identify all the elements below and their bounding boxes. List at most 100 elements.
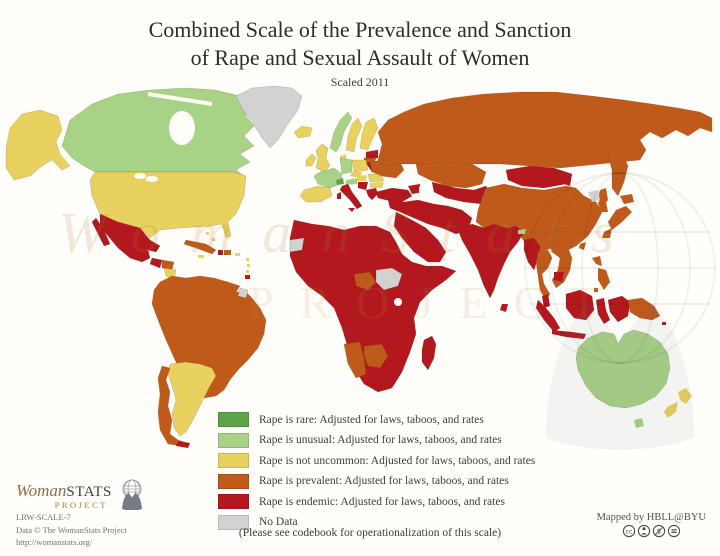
source-url[interactable]: http://womanstats.org/ xyxy=(16,537,93,547)
borneo xyxy=(565,289,595,321)
country-hainan xyxy=(564,256,569,260)
hudson-bay xyxy=(169,111,195,145)
codebook-note: (Please see codebook for operationalizat… xyxy=(238,527,502,539)
legend-row-not-uncommon: Rape is not uncommon: Adjusted for laws,… xyxy=(218,453,535,469)
region-asia xyxy=(377,91,713,345)
watermark-project-text: PROJECT xyxy=(248,277,624,328)
region-oceania xyxy=(575,329,692,428)
country-cambodia xyxy=(554,272,564,282)
country-dominican-republic xyxy=(224,250,231,255)
logo-stats-text: STATS xyxy=(66,484,112,500)
country-iceland xyxy=(293,125,313,139)
country-spain xyxy=(299,185,333,203)
country-greece xyxy=(366,188,378,200)
country-switzerland xyxy=(336,178,344,185)
country-philippines xyxy=(592,256,610,292)
country-australia xyxy=(575,329,671,409)
country-finland xyxy=(359,117,379,151)
legend-swatch-rare xyxy=(218,412,249,428)
country-new-zealand xyxy=(664,388,692,418)
great-lakes xyxy=(134,173,146,179)
legend-row-no-data: No Data xyxy=(218,514,535,530)
country-papua-new-guinea xyxy=(627,297,661,321)
country-japan xyxy=(602,194,634,238)
region-africa xyxy=(289,219,457,393)
country-thailand xyxy=(535,249,553,301)
region-north-america xyxy=(5,85,303,293)
page-subtitle: Scaled 2011 xyxy=(330,75,390,89)
caspian-sea xyxy=(419,182,429,198)
country-western-sahara xyxy=(289,237,305,253)
country-guatemala xyxy=(149,257,163,269)
country-puerto-rico xyxy=(235,253,240,256)
arctic-channel xyxy=(148,92,212,106)
java xyxy=(552,330,586,339)
country-serbia xyxy=(358,182,368,190)
country-haiti xyxy=(218,250,223,255)
country-greenland xyxy=(235,85,303,149)
legend-label-no-data: No Data xyxy=(259,516,298,529)
bahamas-islands xyxy=(206,232,215,241)
country-united-kingdom xyxy=(315,143,331,173)
legend-swatch-prevalent xyxy=(218,473,249,489)
country-ireland xyxy=(305,153,317,167)
country-kazakhstan xyxy=(415,161,487,189)
country-italy xyxy=(339,183,363,210)
legend-label-rare: Rape is rare: Adjusted for laws, taboos,… xyxy=(259,413,484,426)
page-title-line2: of Rape and Sexual Assault of Women xyxy=(190,45,530,70)
cc-nd-icon xyxy=(667,524,680,538)
watermark-hands xyxy=(545,302,695,450)
country-norway xyxy=(329,111,353,153)
womanstats-logo-block: WomanSTATS PROJECT LRW-SCALE-7 Data © Th… xyxy=(16,478,166,548)
watermark-globe xyxy=(524,172,716,450)
country-turkey xyxy=(375,187,413,203)
legend-label-prevalent: Rape is prevalent: Adjusted for laws, ta… xyxy=(259,475,509,488)
mapped-by-block: Mapped by HBLL@BYU cc $ xyxy=(597,512,706,538)
country-namibia xyxy=(343,341,367,379)
sulawesi xyxy=(596,298,610,324)
country-poland xyxy=(351,159,369,173)
country-chile xyxy=(157,365,185,447)
page-title-line1: Combined Scale of the Prevalence and San… xyxy=(148,17,572,42)
cc-license-icons: cc $ xyxy=(597,524,706,538)
data-credit: Data © The WomanStats Project xyxy=(16,524,127,535)
country-france xyxy=(313,167,343,189)
country-russia xyxy=(377,91,713,169)
country-suriname xyxy=(237,287,249,299)
region-south-america xyxy=(151,275,267,448)
country-romania xyxy=(367,173,385,183)
legend-swatch-unusual xyxy=(218,432,249,448)
country-germany xyxy=(339,157,353,175)
legend-row-endemic: Rape is endemic: Adjusted for laws, tabo… xyxy=(218,494,535,510)
west-new-guinea xyxy=(607,295,631,323)
globe-hands-icon xyxy=(121,479,142,510)
country-south-sudan xyxy=(375,267,403,291)
header: Combined Scale of the Prevalence and San… xyxy=(0,16,720,90)
baltic-states xyxy=(365,149,379,159)
country-bhutan xyxy=(518,229,526,234)
country-madagascar xyxy=(421,335,437,371)
cc-by-icon xyxy=(637,524,650,538)
country-mongolia xyxy=(505,165,573,189)
lesser-antilles xyxy=(246,258,250,273)
legend-label-endemic: Rape is endemic: Adjusted for laws, tabo… xyxy=(259,495,505,508)
great-lakes xyxy=(146,176,158,182)
country-alaska-usa xyxy=(5,109,71,181)
legend-swatch-no-data xyxy=(218,514,249,530)
cc-icon: cc xyxy=(622,524,635,538)
sumatra xyxy=(535,299,561,333)
country-austria xyxy=(346,178,358,185)
tasmania xyxy=(634,418,644,428)
legend-row-prevalent: Rape is prevalent: Adjusted for laws, ta… xyxy=(218,473,535,489)
country-sweden xyxy=(345,117,363,153)
country-botswana xyxy=(363,343,389,369)
country-bulgaria xyxy=(370,182,384,188)
country-trinidad xyxy=(245,275,250,279)
country-cuba xyxy=(183,239,217,255)
kamchatka xyxy=(607,147,629,197)
country-mexico xyxy=(99,213,161,263)
country-taiwan xyxy=(579,242,586,250)
lake-victoria xyxy=(394,298,402,306)
country-jamaica xyxy=(198,255,204,258)
